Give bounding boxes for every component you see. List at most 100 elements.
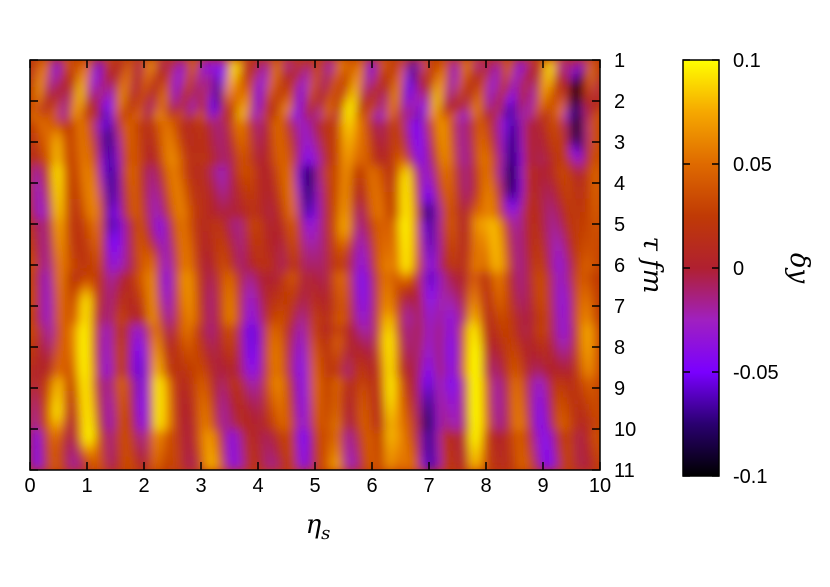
heatmap-cell — [71, 364, 79, 372]
heatmap-cell — [154, 79, 162, 88]
heatmap-cell — [148, 73, 156, 81]
heatmap-cell — [267, 390, 275, 398]
heatmap-cell — [338, 192, 346, 200]
heatmap-cell — [214, 278, 221, 286]
heatmap-cell — [374, 331, 381, 339]
heatmap-cell — [190, 212, 197, 220]
heatmap-cell — [546, 139, 554, 147]
heatmap-cell — [160, 238, 168, 246]
heatmap-cell — [190, 79, 197, 88]
heatmap-cell — [249, 179, 257, 187]
heatmap-cell — [113, 298, 120, 306]
heatmap-cell — [350, 159, 358, 167]
heatmap-cell — [522, 284, 530, 293]
heatmap-cell — [398, 344, 405, 352]
heatmap-cell — [540, 284, 548, 293]
heatmap-cell — [291, 350, 298, 359]
heatmap-cell — [59, 284, 67, 293]
heatmap-cell — [30, 370, 37, 379]
heatmap-cell — [570, 377, 577, 385]
heatmap-cell — [255, 324, 263, 332]
heatmap-cell — [279, 258, 286, 266]
heatmap-cell — [564, 251, 571, 259]
heatmap-cell — [540, 66, 548, 74]
heatmap-cell — [279, 132, 286, 140]
heatmap-cell — [172, 304, 180, 312]
heatmap-cell — [136, 106, 144, 114]
heatmap-cell — [136, 304, 144, 312]
heatmap-cell — [392, 370, 399, 379]
heatmap-cell — [398, 218, 405, 226]
heatmap-cell — [427, 251, 435, 259]
heatmap-cell — [178, 106, 185, 114]
heatmap-cell — [546, 185, 554, 193]
heatmap-cell — [362, 258, 370, 266]
heatmap-cell — [267, 60, 275, 68]
heatmap-cell — [392, 225, 399, 233]
heatmap-cell — [487, 298, 494, 306]
heatmap-cell — [166, 238, 174, 246]
heatmap-cell — [332, 251, 340, 259]
heatmap-cell — [534, 66, 542, 74]
heatmap-cell — [546, 99, 554, 107]
heatmap-cell — [101, 212, 108, 220]
heatmap-cell — [30, 192, 37, 200]
heatmap-cell — [415, 364, 423, 372]
heatmap-cell — [469, 119, 476, 127]
heatmap-cell — [166, 331, 174, 339]
heatmap-cell — [540, 172, 548, 180]
heatmap-cell — [332, 106, 340, 114]
heatmap-cell — [101, 284, 108, 293]
heatmap-cell — [297, 317, 304, 326]
heatmap-cell — [576, 304, 583, 312]
heatmap-cell — [558, 344, 565, 352]
heatmap-cell — [59, 311, 67, 319]
heatmap-cell — [386, 291, 393, 299]
heatmap-cell — [487, 126, 494, 134]
heatmap-cell — [481, 165, 488, 174]
heatmap-cell — [404, 304, 411, 312]
heatmap-cell — [184, 172, 191, 180]
heatmap-cell — [101, 231, 108, 240]
heatmap-cell — [83, 344, 90, 352]
heatmap-cell — [220, 357, 227, 365]
heatmap-cell — [344, 205, 352, 213]
heatmap-cell — [427, 317, 435, 326]
heatmap-cell — [463, 119, 470, 127]
heatmap-cell — [208, 152, 215, 160]
heatmap-cell — [350, 311, 358, 319]
heatmap-cell — [445, 165, 453, 174]
heatmap-cell — [338, 119, 346, 127]
heatmap-cell — [404, 271, 411, 279]
heatmap-cell — [332, 205, 340, 213]
heatmap-cell — [231, 99, 239, 107]
heatmap-cell — [534, 278, 542, 286]
heatmap-cell — [499, 324, 506, 332]
heatmap-cell — [65, 172, 73, 180]
heatmap-cell — [594, 152, 600, 160]
heatmap-cell — [380, 192, 387, 200]
heatmap-cell — [166, 265, 174, 273]
heatmap-cell — [297, 284, 304, 293]
heatmap-cell — [510, 172, 518, 180]
heatmap-cell — [315, 159, 322, 167]
heatmap-cell — [588, 185, 595, 193]
heatmap-cell — [113, 271, 120, 279]
heatmap-cell — [344, 212, 352, 220]
heatmap-cell — [291, 172, 298, 180]
heatmap-cell — [255, 73, 263, 81]
heatmap-cell — [261, 231, 269, 240]
heatmap-cell — [231, 205, 239, 213]
heatmap-cell — [136, 238, 144, 246]
heatmap-cell — [214, 145, 221, 154]
heatmap-cell — [297, 304, 304, 312]
heatmap-cell — [101, 265, 108, 273]
heatmap-cell — [53, 271, 61, 279]
heatmap-cell — [392, 132, 399, 140]
heatmap-cell — [225, 165, 233, 174]
heatmap-cell — [469, 238, 476, 246]
heatmap-cell — [522, 390, 530, 398]
heatmap-cell — [303, 126, 310, 134]
heatmap-cell — [225, 357, 233, 365]
heatmap-cell — [71, 331, 79, 339]
